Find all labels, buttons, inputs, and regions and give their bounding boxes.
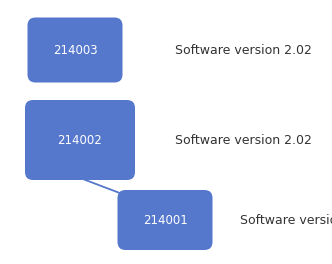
FancyBboxPatch shape (25, 100, 135, 180)
Text: Software version 2.02: Software version 2.02 (175, 134, 312, 147)
Text: Software version 2.0: Software version 2.0 (240, 214, 332, 227)
FancyBboxPatch shape (118, 190, 212, 250)
Text: 214002: 214002 (58, 134, 102, 147)
FancyBboxPatch shape (28, 17, 123, 82)
Text: 214001: 214001 (143, 214, 187, 227)
Text: 214003: 214003 (53, 44, 97, 56)
Text: Software version 2.02: Software version 2.02 (175, 44, 312, 56)
